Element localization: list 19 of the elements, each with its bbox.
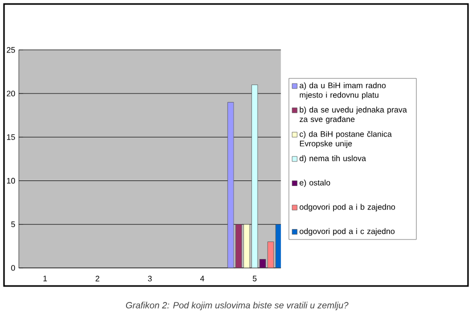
y-tick-label: 5 xyxy=(11,222,15,228)
legend-label: odgovori pod a i b zajedno xyxy=(300,204,396,212)
legend-label: a) da u BiH imam radno mjesto i redovnu platu xyxy=(300,82,386,100)
x-tick-label: 4 xyxy=(200,276,204,282)
legend-label: odgovori pod a i c zajedno xyxy=(300,228,395,236)
legend-label: b) da se uvedu jednaka prava za sve građane xyxy=(300,106,407,124)
x-tick-label: 1 xyxy=(43,276,47,282)
y-tick-label: 15 xyxy=(7,134,15,140)
y-tick-label: 25 xyxy=(6,47,15,53)
y-tick-label: 0 xyxy=(11,265,16,271)
x-tick-label: 3 xyxy=(148,276,152,282)
text: Grafikon 2: Pod kojim uslovima biste se vratili u zemlju? xyxy=(126,302,348,310)
x-tick-label: 2 xyxy=(96,276,100,282)
x-tick-label: 5 xyxy=(252,276,257,282)
y-tick-label: 20 xyxy=(6,90,16,96)
legend-label: c) da BiH postane članica Evropske unije xyxy=(300,130,392,148)
legend-label: d) nema tih uslova xyxy=(300,155,366,163)
legend-label: e) ostalo xyxy=(300,180,330,188)
y-tick-label: 10 xyxy=(7,178,16,184)
